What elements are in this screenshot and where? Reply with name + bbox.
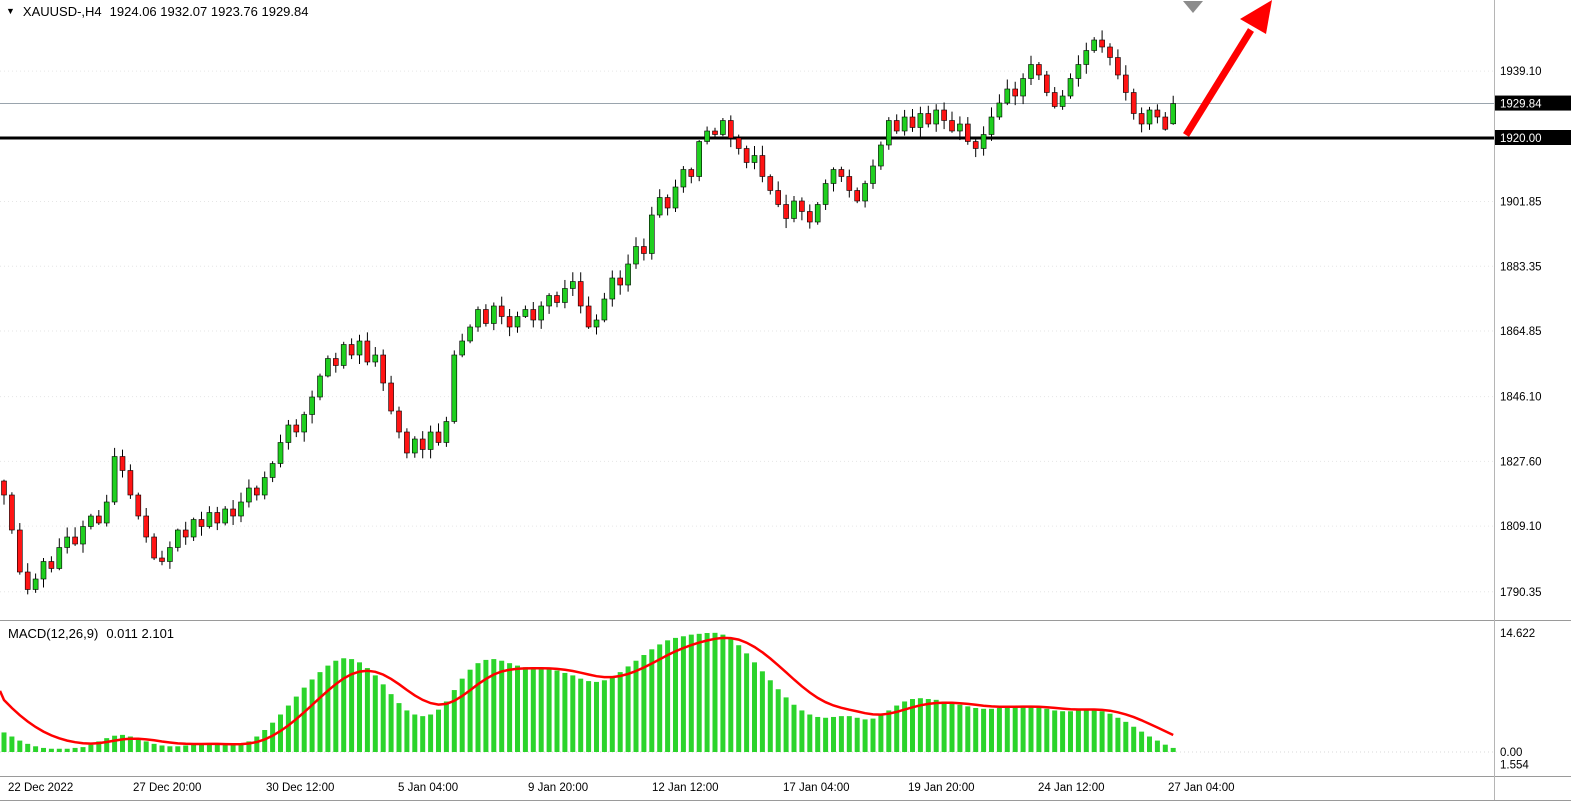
time-tick-label: 27 Jan 04:00 <box>1168 782 1235 794</box>
price-tick-label: 1939.10 <box>1500 66 1542 78</box>
macd-tick-label: 1.554 <box>1500 760 1529 772</box>
collapse-triangle-icon[interactable]: ▼ <box>6 6 15 16</box>
trend-arrow[interactable] <box>1183 0 1272 137</box>
macd-histogram <box>1 632 1176 752</box>
time-tick-label: 17 Jan 04:00 <box>783 782 850 794</box>
price-tick-label: 1827.60 <box>1500 456 1542 468</box>
macd-indicator-title: MACD(12,26,9) 0.011 2.101 <box>8 626 174 641</box>
price-axis[interactable]: 1939.10 1901.85 1883.35 1864.85 1846.10 1827.… <box>1495 66 1571 772</box>
time-tick-label: 5 Jan 04:00 <box>398 782 458 794</box>
price-badge <box>1495 95 1571 111</box>
time-tick-label: 27 Dec 20:00 <box>133 782 201 794</box>
symbol-info: ▼ XAUUSD-,H4 1924.06 1932.07 1923.76 192… <box>6 4 308 19</box>
price-badge-label: 1929.84 <box>1500 99 1542 111</box>
candlestick-series <box>1 30 1176 595</box>
price-badge <box>1495 130 1571 145</box>
time-tick-label: 19 Jan 20:00 <box>908 782 975 794</box>
symbol-name: XAUUSD-,H4 <box>22 4 102 19</box>
macd-tick-label: 14.622 <box>1500 628 1535 640</box>
time-axis[interactable]: 22 Dec 2022 27 Dec 20:00 30 Dec 12:00 5 Jan… <box>8 782 1235 794</box>
symbol-ohlc-values: 1924.06 1932.07 1923.76 1929.84 <box>109 4 309 19</box>
time-tick-label: 12 Jan 12:00 <box>652 782 719 794</box>
triangle-marker-icon[interactable] <box>1183 1 1203 13</box>
price-tick-label: 1883.35 <box>1500 261 1542 273</box>
time-tick-label: 9 Jan 20:00 <box>528 782 588 794</box>
macd-tick-label: 0.00 <box>1500 747 1522 759</box>
time-tick-label: 22 Dec 2022 <box>8 782 73 794</box>
price-tick-label: 1864.85 <box>1500 326 1542 338</box>
time-tick-label: 24 Jan 12:00 <box>1038 782 1105 794</box>
price-badge-label: 1920.00 <box>1500 133 1542 145</box>
macd-signal-line <box>0 636 1174 746</box>
macd-current-values: 0.011 2.101 <box>106 626 175 641</box>
price-tick-label: 1809.10 <box>1500 521 1542 533</box>
price-tick-label: 1901.85 <box>1500 197 1542 209</box>
price-tick-label: 1790.35 <box>1500 587 1542 599</box>
price-gridlines <box>0 70 1494 593</box>
macd-name: MACD(12,26,9) <box>8 626 99 641</box>
price-tick-label: 1846.10 <box>1500 392 1542 404</box>
time-tick-label: 30 Dec 12:00 <box>266 782 334 794</box>
